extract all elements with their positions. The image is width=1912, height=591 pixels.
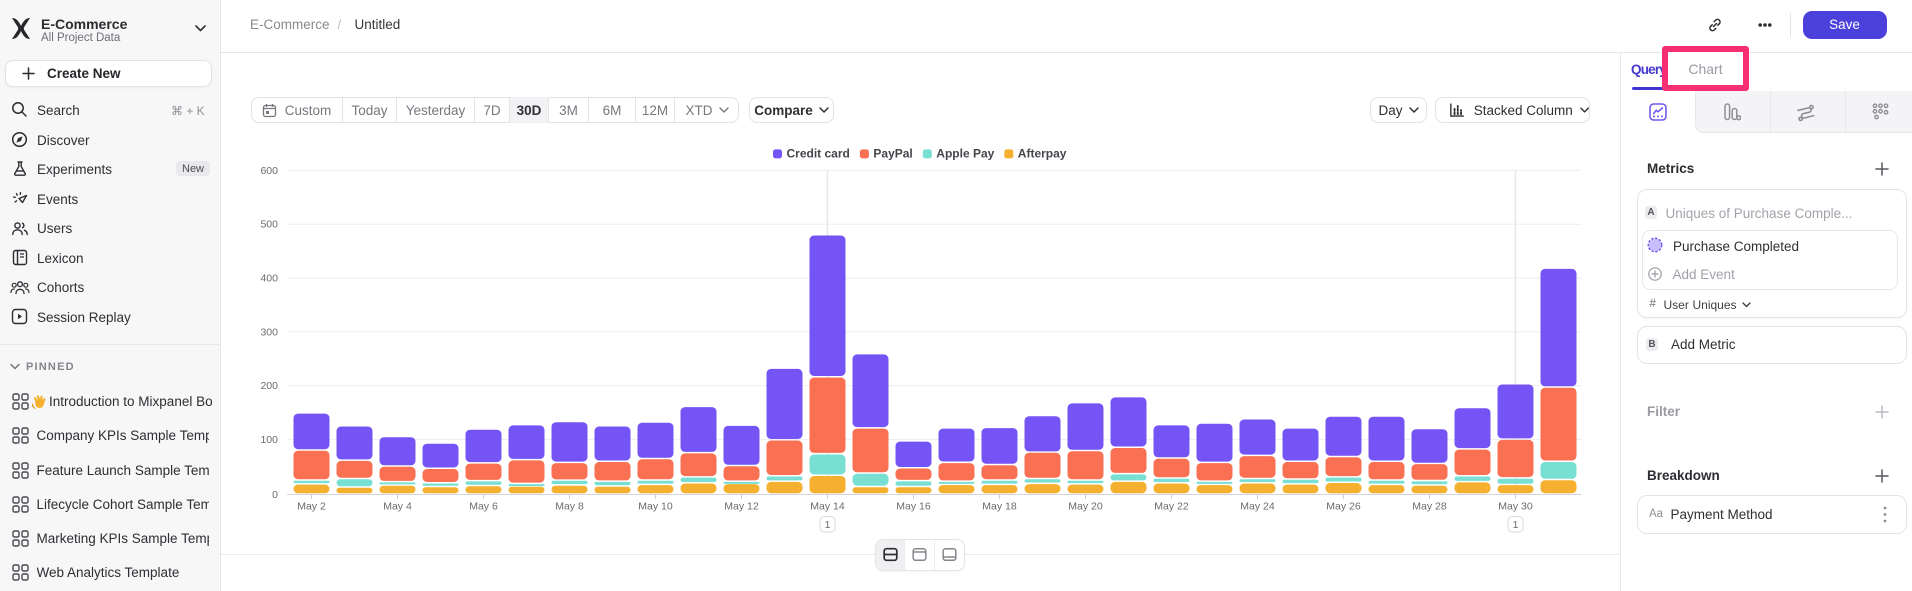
svg-text:0: 0 [272,489,278,501]
svg-text:100: 100 [260,434,278,446]
svg-text:500: 500 [260,219,278,231]
svg-text:May 8: May 8 [555,501,584,513]
svg-text:PayPal: PayPal [873,147,912,161]
svg-text:May 18: May 18 [982,501,1017,513]
svg-text:1: 1 [1513,519,1519,531]
svg-text:May 24: May 24 [1240,501,1275,513]
svg-text:May 14: May 14 [810,501,845,513]
svg-text:May 16: May 16 [896,501,931,513]
svg-text:300: 300 [260,326,278,338]
svg-text:Afterpay: Afterpay [1018,147,1067,161]
svg-text:May 12: May 12 [724,501,759,513]
svg-text:May 10: May 10 [638,501,673,513]
svg-text:400: 400 [260,273,278,285]
svg-text:600: 600 [260,165,278,177]
svg-text:May 20: May 20 [1068,501,1103,513]
svg-text:1: 1 [825,519,831,531]
svg-text:200: 200 [260,380,278,392]
svg-text:May 4: May 4 [383,501,412,513]
svg-text:May 2: May 2 [297,501,326,513]
svg-text:May 26: May 26 [1326,501,1361,513]
svg-text:Credit card: Credit card [787,147,850,161]
svg-text:May 30: May 30 [1498,501,1533,513]
svg-text:May 28: May 28 [1412,501,1447,513]
svg-text:Apple Pay: Apple Pay [936,147,994,161]
svg-text:May 22: May 22 [1154,501,1189,513]
svg-text:May 6: May 6 [469,501,498,513]
